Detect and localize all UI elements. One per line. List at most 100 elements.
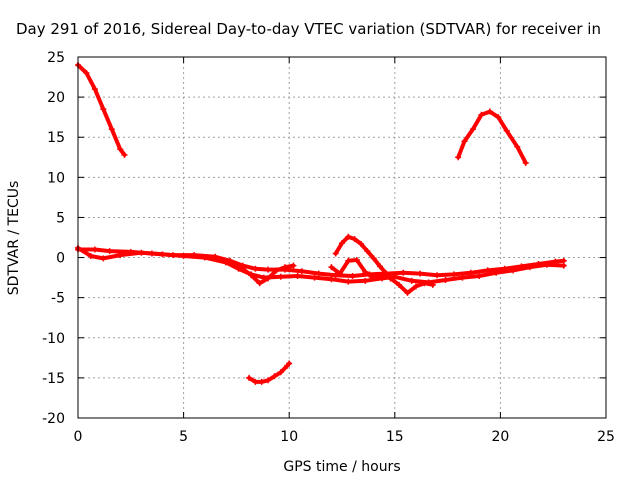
data-point	[117, 146, 124, 153]
data-point	[429, 281, 436, 288]
data-marks	[75, 62, 567, 385]
data-point	[265, 275, 272, 282]
data-point	[248, 272, 255, 279]
data-point	[100, 106, 107, 113]
x-tick-label: 25	[597, 429, 615, 445]
data-point	[180, 252, 187, 259]
data-point	[404, 289, 411, 296]
chart-title: Day 291 of 2016, Sidereal Day-to-day VTE…	[16, 20, 601, 38]
data-point	[277, 273, 284, 280]
data-point	[201, 254, 208, 261]
data-point	[256, 280, 263, 287]
x-tick-label: 0	[74, 429, 83, 445]
data-point	[252, 378, 259, 385]
data-point	[362, 268, 369, 275]
data-point	[362, 277, 369, 284]
data-point	[351, 236, 358, 243]
data-point	[450, 271, 457, 278]
data-point	[336, 270, 343, 277]
data-point	[281, 264, 288, 271]
data-point	[370, 275, 377, 282]
data-point	[345, 257, 352, 264]
data-point	[345, 233, 352, 240]
series-arc-early-high	[76, 63, 127, 157]
data-point	[396, 281, 403, 288]
data-point	[455, 154, 462, 161]
data-point	[461, 138, 468, 145]
y-tick-label: 20	[47, 90, 65, 106]
x-tick-label: 10	[280, 429, 298, 445]
x-axis-label: GPS time / hours	[283, 459, 400, 475]
data-point	[106, 248, 113, 255]
data-point	[345, 278, 352, 285]
data-point	[298, 268, 305, 275]
data-point	[252, 265, 259, 272]
data-point	[100, 255, 107, 262]
data-point	[258, 378, 265, 385]
data-point	[543, 261, 550, 268]
data-point	[377, 263, 384, 270]
x-tick-label: 20	[491, 429, 509, 445]
data-point	[510, 267, 517, 274]
grid	[78, 57, 606, 418]
data-point	[353, 256, 360, 263]
data-point	[290, 262, 297, 269]
y-tick-label: 10	[47, 170, 65, 186]
data-point	[349, 273, 356, 280]
y-tick-label: -15	[42, 371, 65, 387]
data-point	[239, 265, 246, 272]
data-point	[514, 143, 521, 150]
data-point	[364, 248, 371, 255]
y-tick-label: -10	[42, 331, 65, 347]
axis-ticks: 0 5 10 15 20 25 25 20 15 10 5 0 -5 -10 -15 -20	[42, 50, 615, 445]
data-point	[408, 277, 415, 284]
y-tick-label: 15	[47, 130, 65, 146]
data-point	[311, 274, 318, 281]
x-tick-label: 15	[386, 429, 404, 445]
y-axis-label: SDTVAR / TECUs	[6, 181, 22, 296]
data-point	[493, 269, 500, 276]
data-point	[434, 272, 441, 279]
y-tick-label: 0	[56, 251, 65, 267]
data-point	[91, 246, 98, 253]
data-point	[478, 111, 485, 118]
y-tick-label: 25	[47, 50, 65, 66]
data-point	[294, 273, 301, 280]
series-band-b	[76, 245, 566, 285]
data-point	[421, 280, 428, 287]
data-point	[332, 250, 339, 257]
data-point	[222, 259, 229, 266]
data-point	[91, 86, 98, 93]
data-point	[459, 274, 466, 281]
series-arc-late-high	[456, 109, 528, 165]
plot-border	[77, 56, 607, 419]
data-point	[503, 127, 510, 134]
data-point	[117, 252, 124, 259]
data-point	[358, 240, 365, 247]
data-point	[469, 126, 476, 133]
data-point	[121, 151, 128, 158]
data-point	[246, 374, 253, 381]
series-arc-bump	[333, 234, 393, 281]
data-point	[400, 269, 407, 276]
data-point	[383, 270, 390, 277]
data-point	[370, 255, 377, 262]
data-point	[442, 277, 449, 284]
data-point	[328, 276, 335, 283]
data-point	[332, 272, 339, 279]
data-point	[286, 360, 293, 367]
data-point	[108, 126, 115, 133]
data-point	[522, 159, 529, 166]
data-point	[138, 249, 145, 256]
data-point	[273, 267, 280, 274]
data-point	[391, 273, 398, 280]
data-point	[159, 251, 166, 258]
data-point	[265, 377, 272, 384]
data-point	[271, 373, 278, 380]
data-point	[387, 275, 394, 282]
data-point	[339, 240, 345, 247]
data-point	[277, 369, 284, 376]
data-point	[412, 283, 419, 290]
data-point	[495, 114, 502, 121]
data-point	[87, 252, 94, 259]
